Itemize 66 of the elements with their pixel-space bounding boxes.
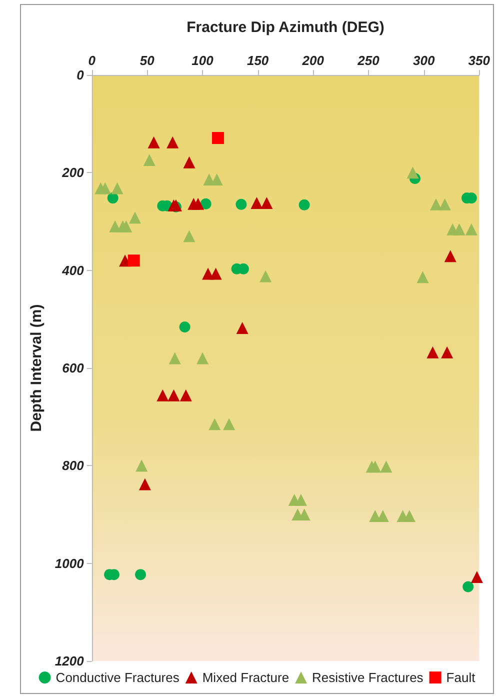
point bbox=[250, 196, 263, 209]
x-tick-label: 100 bbox=[192, 53, 214, 68]
x-tick-label: 150 bbox=[246, 53, 270, 68]
point bbox=[210, 268, 222, 280]
y-tick-label: 800 bbox=[62, 458, 85, 474]
point bbox=[120, 220, 132, 232]
point bbox=[168, 352, 181, 364]
point bbox=[465, 223, 478, 236]
point bbox=[183, 230, 196, 242]
x-tick-label: 350 bbox=[468, 53, 491, 68]
point bbox=[196, 352, 208, 364]
point bbox=[406, 166, 419, 179]
point bbox=[470, 571, 483, 584]
point bbox=[260, 196, 273, 209]
point bbox=[128, 254, 140, 267]
y-axis-title: Depth Interval (m) bbox=[28, 304, 45, 432]
point bbox=[462, 581, 474, 592]
point bbox=[236, 322, 248, 334]
point bbox=[416, 271, 429, 284]
point bbox=[212, 132, 224, 144]
point bbox=[135, 569, 146, 580]
point bbox=[200, 198, 212, 210]
point bbox=[208, 418, 221, 430]
point bbox=[260, 270, 272, 282]
point bbox=[148, 136, 160, 148]
y-tick-label: 400 bbox=[61, 262, 85, 278]
point bbox=[380, 460, 392, 473]
point bbox=[453, 223, 466, 236]
point bbox=[444, 250, 456, 262]
point bbox=[156, 389, 169, 402]
y-tick-label: 600 bbox=[62, 360, 85, 376]
x-tick-label: 200 bbox=[301, 53, 325, 68]
x-tick-label: 0 bbox=[88, 53, 96, 68]
legend-label: Mixed Fracture bbox=[202, 670, 290, 685]
point bbox=[441, 346, 454, 358]
point bbox=[168, 389, 180, 402]
legend-label: Resistive Fractures bbox=[312, 670, 424, 685]
point bbox=[192, 198, 204, 210]
legend-label: Fault bbox=[446, 670, 476, 685]
y-tick-label: 1000 bbox=[54, 556, 85, 571]
legend-label: Conductive Fractures bbox=[56, 670, 180, 685]
point bbox=[223, 418, 236, 430]
x-tick-label: 250 bbox=[356, 53, 380, 68]
y-tick-label: 1200 bbox=[54, 654, 85, 668]
point bbox=[166, 136, 179, 148]
point bbox=[143, 154, 156, 166]
point bbox=[111, 182, 124, 194]
x-tick-label: 300 bbox=[412, 53, 436, 68]
point bbox=[426, 346, 439, 358]
point bbox=[180, 389, 192, 402]
y-tick-label: 0 bbox=[76, 68, 85, 82]
x-axis-title: Fracture Dip Azimuth (DEG) bbox=[186, 19, 384, 36]
x-tick-label: 50 bbox=[140, 53, 156, 68]
point bbox=[430, 198, 442, 210]
point bbox=[438, 198, 451, 210]
point bbox=[236, 198, 247, 210]
point bbox=[99, 182, 112, 194]
point bbox=[136, 460, 148, 472]
y-tick-label: 200 bbox=[61, 165, 85, 180]
point bbox=[369, 460, 382, 473]
point bbox=[138, 478, 151, 490]
point bbox=[179, 321, 190, 332]
point bbox=[183, 156, 196, 168]
point bbox=[294, 494, 307, 506]
point bbox=[298, 199, 310, 210]
point bbox=[128, 212, 141, 224]
